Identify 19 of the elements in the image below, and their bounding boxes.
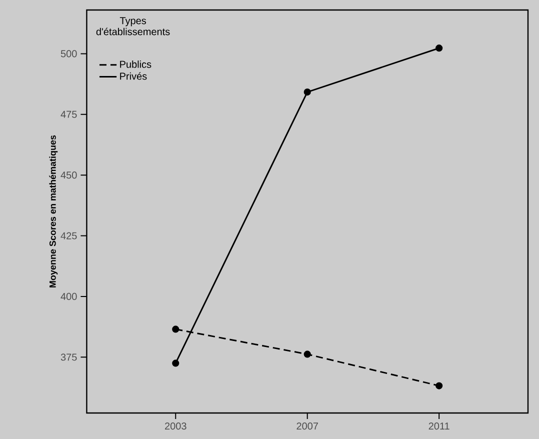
y-tick-label: 375 [60,354,77,361]
point [304,88,311,96]
legend-label: Privés [120,72,147,80]
legend-label: Publics [120,60,152,68]
point [172,360,180,367]
y-tick-label: 450 [60,172,77,179]
x-tick-label: 2011 [428,422,450,430]
point [436,382,443,390]
y-tick-label: 475 [60,110,77,118]
point [172,326,180,333]
point [304,350,311,358]
y-tick-label: 500 [60,50,77,58]
legend-title: Types d'établissements [96,17,170,36]
x-tick-label: 2007 [296,422,318,430]
point [436,44,443,52]
x-tick-label: 2003 [165,422,186,430]
y-tick-label: 400 [60,292,77,300]
y-tick-label: 425 [60,232,77,240]
y-axis-title: Moyenne Scores en mathématiques [49,135,58,288]
